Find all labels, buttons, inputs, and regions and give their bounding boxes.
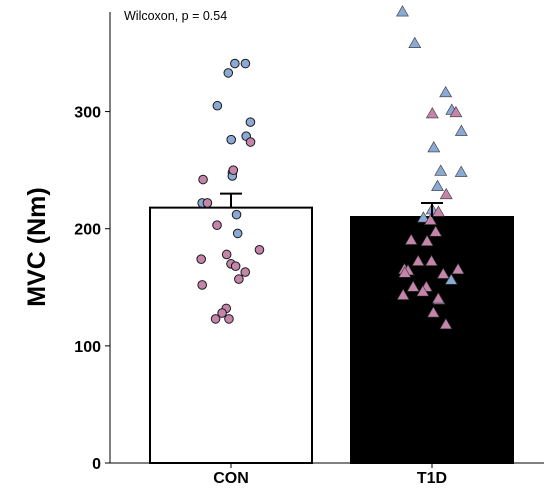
x-tick-label: CON xyxy=(213,470,249,487)
point-t1d-pink xyxy=(431,292,445,304)
point-t1d-blue xyxy=(454,124,468,136)
point-t1d-blue xyxy=(439,86,453,98)
point-t1d-blue xyxy=(427,141,441,153)
point-con-pink xyxy=(217,308,227,318)
point-con-pink xyxy=(224,314,234,324)
point-con-blue xyxy=(230,58,240,69)
point-t1d-pink xyxy=(424,213,437,225)
point-t1d-pink xyxy=(420,234,434,246)
point-con-pink xyxy=(212,220,222,230)
point-t1d-pink xyxy=(449,105,463,118)
point-t1d-blue xyxy=(431,179,444,191)
point-t1d-pink xyxy=(426,306,440,318)
point-con-blue xyxy=(223,68,234,78)
wilcoxon-annotation: Wilcoxon, p = 0.54 xyxy=(124,9,227,23)
point-t1d-pink xyxy=(451,262,465,275)
plot-area: 0 100 200 300 CON T1D xyxy=(74,5,544,487)
point-t1d-pink xyxy=(425,107,439,119)
point-con-pink xyxy=(228,165,239,175)
point-t1d-pink xyxy=(398,266,412,278)
point-t1d-pink xyxy=(404,233,418,245)
x-tick-label: T1D xyxy=(417,470,447,487)
point-t1d-blue xyxy=(408,36,422,48)
point-t1d-pink xyxy=(439,187,453,200)
point-con-blue xyxy=(231,209,242,220)
point-con-blue xyxy=(226,134,237,145)
point-con-blue xyxy=(212,100,223,111)
point-t1d-blue xyxy=(416,211,430,223)
y-tick-label: 0 xyxy=(92,456,101,473)
y-tick-label: 100 xyxy=(74,339,101,356)
point-t1d-pink xyxy=(432,205,445,217)
y-axis-title: MVC (Nm) xyxy=(23,187,51,306)
point-t1d-pink xyxy=(411,254,425,266)
point-con-blue xyxy=(240,58,251,69)
point-con-pink xyxy=(254,245,265,255)
y-tick-label: 300 xyxy=(74,105,101,122)
point-t1d-blue xyxy=(396,5,409,17)
bar-t1d xyxy=(350,216,514,464)
y-tick-label: 200 xyxy=(74,222,101,239)
point-t1d-blue xyxy=(454,165,468,177)
point-t1d-pink xyxy=(436,267,450,279)
point-con-pink xyxy=(240,267,251,277)
point-con-pink xyxy=(196,254,206,264)
point-con-pink xyxy=(221,249,232,260)
point-t1d-pink xyxy=(396,288,410,300)
point-con-blue xyxy=(232,228,243,239)
point-con-pink xyxy=(197,280,207,290)
point-t1d-pink xyxy=(429,225,443,237)
point-con-pink xyxy=(202,198,213,208)
point-con-pink xyxy=(230,261,241,272)
point-t1d-pink xyxy=(439,317,453,330)
point-con-pink xyxy=(210,314,221,324)
point-t1d-pink xyxy=(416,285,430,297)
point-t1d-pink xyxy=(425,254,438,266)
point-con-pink xyxy=(245,137,256,147)
bar-con xyxy=(149,206,313,464)
point-t1d-blue xyxy=(444,273,458,285)
point-t1d-blue xyxy=(434,164,448,176)
point-con-pink xyxy=(234,274,244,284)
point-con-blue xyxy=(245,117,256,127)
point-con-pink xyxy=(198,174,208,185)
point-t1d-pink xyxy=(406,280,420,292)
